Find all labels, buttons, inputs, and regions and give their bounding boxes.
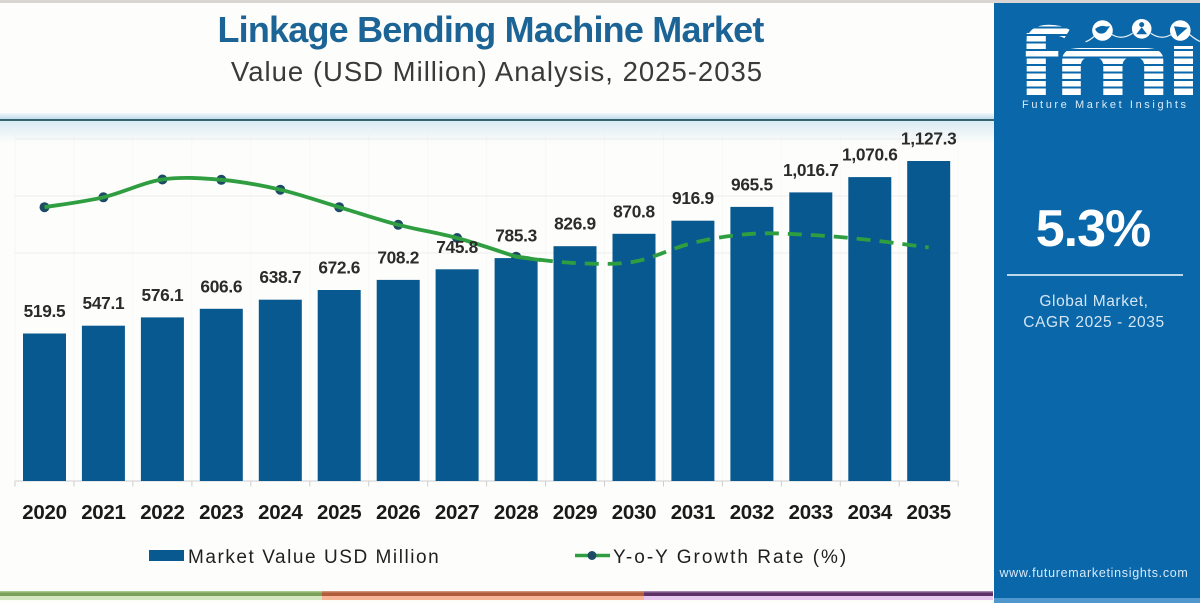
svg-text:2025: 2025 <box>317 501 361 524</box>
svg-text:Market Value USD Million: Market Value USD Million <box>188 547 440 568</box>
svg-text:2021: 2021 <box>81 501 125 524</box>
svg-text:2022: 2022 <box>140 501 184 524</box>
svg-text:2020: 2020 <box>22 501 66 524</box>
svg-text:1,127.3: 1,127.3 <box>901 129 957 149</box>
svg-text:708.2: 708.2 <box>377 247 419 267</box>
svg-text:826.9: 826.9 <box>554 214 596 234</box>
svg-text:2030: 2030 <box>612 501 656 524</box>
svg-text:785.3: 785.3 <box>495 226 537 246</box>
svg-text:2028: 2028 <box>494 501 538 524</box>
svg-text:638.7: 638.7 <box>259 267 301 287</box>
svg-text:2024: 2024 <box>258 501 303 524</box>
svg-text:2033: 2033 <box>789 501 833 524</box>
svg-text:916.9: 916.9 <box>672 188 714 208</box>
svg-text:2026: 2026 <box>376 501 420 524</box>
svg-text:Y-o-Y Growth Rate (%): Y-o-Y Growth Rate (%) <box>613 547 848 568</box>
svg-text:745.8: 745.8 <box>436 237 478 257</box>
svg-text:606.6: 606.6 <box>200 276 242 296</box>
svg-text:2029: 2029 <box>553 501 597 524</box>
svg-text:2031: 2031 <box>671 501 715 524</box>
svg-text:672.6: 672.6 <box>318 258 360 278</box>
svg-text:519.5: 519.5 <box>24 301 66 321</box>
svg-text:1,016.7: 1,016.7 <box>783 160 839 180</box>
svg-text:Future Market Insights: Future Market Insights <box>1022 99 1189 111</box>
svg-text:2027: 2027 <box>435 501 479 524</box>
svg-text:2035: 2035 <box>906 501 950 524</box>
svg-text:576.1: 576.1 <box>142 285 184 305</box>
svg-text:2032: 2032 <box>730 501 774 524</box>
svg-text:2034: 2034 <box>848 501 893 524</box>
svg-text:965.5: 965.5 <box>731 174 773 194</box>
svg-text:2023: 2023 <box>199 501 243 524</box>
svg-text:547.1: 547.1 <box>83 293 125 313</box>
svg-text:870.8: 870.8 <box>613 201 655 221</box>
svg-text:1,070.6: 1,070.6 <box>842 145 898 165</box>
